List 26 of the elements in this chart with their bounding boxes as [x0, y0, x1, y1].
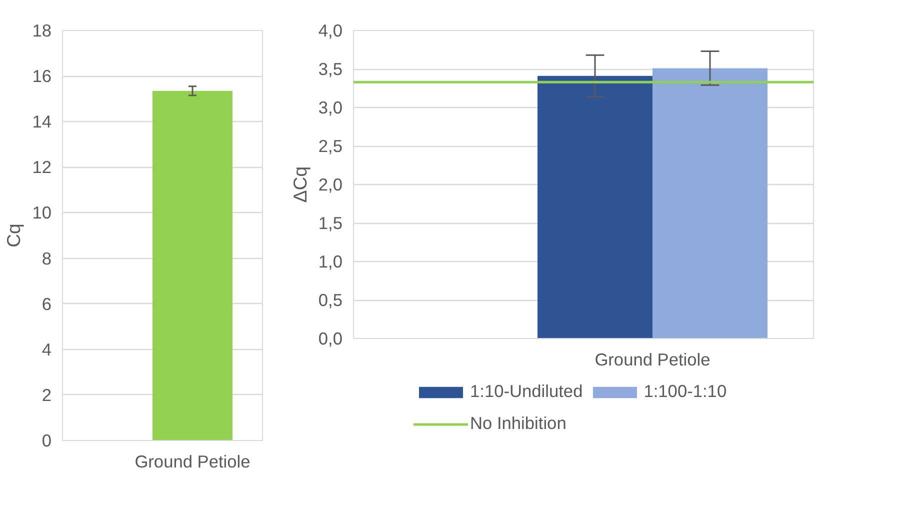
legend-label: 1:10-Undiluted — [470, 381, 583, 402]
x-tick-label: Ground Petiole — [134, 452, 250, 472]
y-tick-label: 12 — [32, 157, 52, 178]
y-axis-title: Cq — [3, 224, 24, 248]
y-axis-title: ΔCq — [289, 166, 310, 203]
y-tick-label: 16 — [32, 66, 52, 86]
y-tick-label: 0,5 — [318, 290, 343, 310]
y-tick-label: 2,0 — [318, 174, 343, 194]
y-tick-label: 8 — [42, 248, 52, 268]
legend-label: No Inhibition — [470, 413, 566, 434]
y-tick-label: 0,0 — [318, 328, 343, 348]
y-tick-label: 10 — [32, 202, 52, 223]
y-tick-label: 1,0 — [318, 252, 343, 272]
y-tick-label: 0 — [42, 430, 52, 450]
legend-label: 1:100-1:10 — [644, 381, 727, 402]
x-tick-label: Ground Petiole — [594, 350, 710, 370]
y-tick-label: 4,0 — [318, 20, 343, 40]
y-tick-label: 1,5 — [318, 213, 343, 233]
y-tick-label: 18 — [32, 20, 52, 40]
y-tick-label: 14 — [32, 112, 52, 132]
y-tick-label: 3,5 — [318, 59, 343, 79]
y-tick-label: 2,5 — [318, 136, 343, 156]
y-tick-label: 6 — [42, 294, 52, 314]
y-tick-label: 4 — [42, 339, 52, 360]
y-tick-label: 3,0 — [318, 98, 343, 118]
y-tick-label: 2 — [42, 384, 52, 405]
